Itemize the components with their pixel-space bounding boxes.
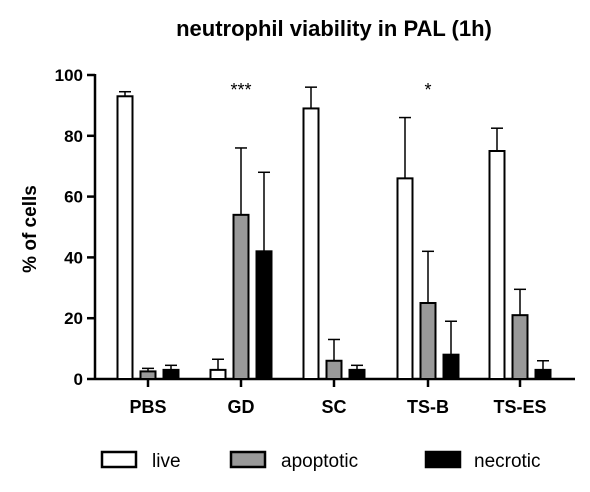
legend-label-apoptotic: apoptotic bbox=[281, 451, 358, 472]
bar-live bbox=[488, 150, 506, 380]
legend-label-live: live bbox=[152, 451, 181, 472]
bar-apoptotic bbox=[511, 314, 529, 381]
bar-necrotic bbox=[162, 368, 180, 381]
x-tick-label: TS-ES bbox=[493, 397, 546, 417]
y-axis-label: % of cells bbox=[20, 185, 41, 273]
x-tick-label: SC bbox=[321, 397, 346, 417]
y-tick-label: 40 bbox=[64, 248, 83, 267]
bar-live bbox=[302, 107, 320, 380]
significance-annotation: * bbox=[424, 80, 431, 100]
legend-swatch-apoptotic bbox=[229, 450, 267, 469]
y-tick-label: 60 bbox=[64, 188, 83, 207]
legend: live apoptotic necrotic bbox=[100, 450, 541, 472]
bar-apoptotic bbox=[419, 302, 437, 380]
y-tick-label: 80 bbox=[64, 127, 83, 146]
legend-label-necrotic: necrotic bbox=[474, 451, 541, 472]
y-tick-label: 100 bbox=[55, 66, 83, 85]
legend-swatch-live bbox=[100, 450, 138, 469]
bar-necrotic bbox=[255, 250, 273, 381]
x-tick-label: GD bbox=[228, 397, 255, 417]
x-tick-label: TS-B bbox=[407, 397, 449, 417]
bar-live bbox=[209, 368, 227, 381]
bar-live bbox=[116, 95, 134, 380]
y-tick-label: 20 bbox=[64, 309, 83, 328]
bar-necrotic bbox=[348, 368, 366, 381]
bar-necrotic bbox=[442, 353, 460, 380]
legend-swatch-necrotic bbox=[424, 450, 462, 469]
x-tick-label: PBS bbox=[129, 397, 166, 417]
bar-apoptotic bbox=[232, 213, 250, 380]
chart-title: neutrophil viability in PAL (1h) bbox=[176, 16, 492, 41]
bar-apoptotic bbox=[325, 359, 343, 381]
y-tick-label: 0 bbox=[74, 370, 83, 389]
bar-live bbox=[396, 177, 414, 380]
significance-annotation: *** bbox=[230, 80, 251, 100]
bar-necrotic bbox=[534, 368, 552, 381]
bar-apoptotic bbox=[139, 370, 157, 380]
